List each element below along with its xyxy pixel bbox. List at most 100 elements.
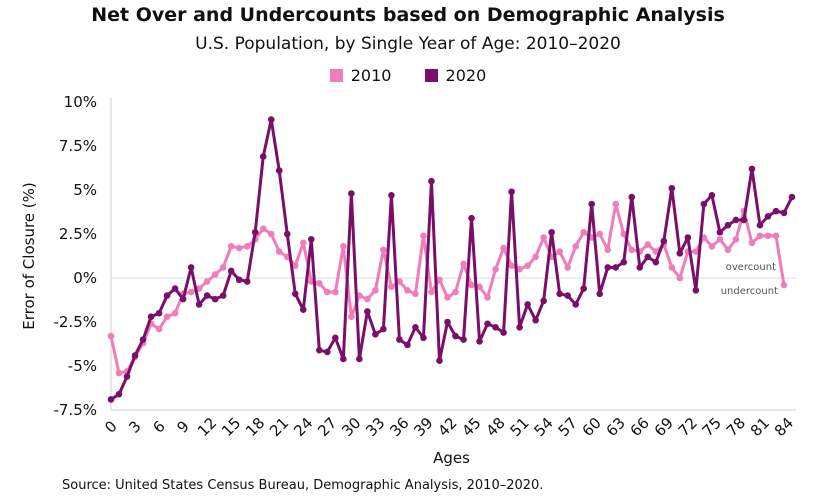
data-point-2010 bbox=[676, 274, 684, 282]
x-tick-label: 57 bbox=[555, 414, 581, 440]
data-point-2010 bbox=[155, 325, 163, 333]
data-point-2020 bbox=[444, 318, 451, 326]
data-point-2020 bbox=[187, 264, 195, 271]
data-point-2010 bbox=[372, 287, 379, 294]
data-point-2020 bbox=[588, 200, 596, 208]
data-point-2020 bbox=[267, 116, 275, 123]
data-point-2020 bbox=[636, 264, 644, 271]
data-point-2020 bbox=[492, 323, 499, 331]
data-point-2010 bbox=[572, 243, 579, 250]
data-point-2010 bbox=[508, 262, 515, 269]
legend-label-2010: 2010 bbox=[350, 66, 392, 85]
data-point-2010 bbox=[516, 265, 523, 273]
data-point-2020 bbox=[211, 295, 219, 303]
legend-label-2020: 2020 bbox=[445, 66, 487, 85]
data-point-2010 bbox=[780, 281, 788, 289]
data-point-2020 bbox=[684, 234, 692, 241]
data-point-2020 bbox=[508, 188, 515, 196]
chart-title: Net Over and Undercounts based on Demogr… bbox=[91, 4, 725, 26]
data-point-2020 bbox=[179, 295, 187, 303]
data-point-2020 bbox=[580, 285, 587, 292]
undercount-label: undercount bbox=[721, 286, 778, 297]
data-point-2020 bbox=[652, 258, 660, 266]
data-point-2010 bbox=[340, 243, 347, 250]
x-tick-label: 24 bbox=[290, 414, 316, 440]
x-tick-label: 75 bbox=[699, 414, 725, 440]
data-point-2020 bbox=[107, 396, 115, 403]
data-point-2010 bbox=[532, 253, 539, 261]
x-tick-label: 12 bbox=[194, 414, 220, 440]
data-point-2020 bbox=[500, 329, 507, 336]
data-point-2010 bbox=[243, 243, 251, 250]
data-point-2020 bbox=[139, 336, 147, 343]
x-tick-label: 78 bbox=[723, 414, 749, 440]
x-tick-label: 39 bbox=[410, 414, 436, 440]
data-point-2010 bbox=[564, 264, 571, 271]
data-point-2020 bbox=[388, 191, 395, 199]
legend-swatch-2010 bbox=[329, 69, 343, 82]
data-point-2020 bbox=[772, 207, 780, 215]
data-point-2020 bbox=[195, 301, 203, 308]
data-point-2010 bbox=[604, 246, 612, 254]
data-point-2020 bbox=[604, 264, 612, 271]
data-point-2010 bbox=[163, 313, 171, 321]
data-point-2020 bbox=[700, 200, 708, 208]
data-point-2020 bbox=[708, 191, 716, 199]
x-tick-label: 3 bbox=[125, 417, 144, 436]
y-tick-label: 0% bbox=[73, 269, 97, 287]
data-point-2010 bbox=[644, 241, 652, 248]
legend-item-2010: 2010 bbox=[329, 66, 392, 85]
data-point-2010 bbox=[764, 232, 772, 240]
data-point-2010 bbox=[724, 246, 732, 254]
x-tick-label: 21 bbox=[266, 414, 292, 440]
data-point-2020 bbox=[748, 165, 756, 173]
data-point-2020 bbox=[155, 309, 163, 317]
y-tick-label: 2.5% bbox=[59, 225, 97, 243]
y-axis-title: Error of Closure (%) bbox=[20, 182, 38, 330]
data-point-2010 bbox=[756, 232, 764, 240]
data-point-2020 bbox=[291, 290, 299, 298]
data-point-2020 bbox=[171, 285, 179, 292]
y-tick-label: 5% bbox=[73, 181, 97, 199]
data-point-2010 bbox=[235, 244, 243, 252]
x-tick-label: 18 bbox=[242, 414, 268, 440]
data-point-2020 bbox=[275, 167, 283, 174]
series-line-2020 bbox=[110, 118, 794, 401]
x-tick-label: 51 bbox=[506, 414, 532, 440]
data-point-2010 bbox=[364, 295, 371, 303]
x-axis-title: Ages bbox=[433, 449, 470, 467]
data-point-2010 bbox=[500, 244, 507, 252]
data-point-2020 bbox=[324, 348, 331, 356]
data-point-2010 bbox=[420, 232, 427, 240]
data-point-2020 bbox=[644, 253, 652, 261]
data-point-2020 bbox=[676, 250, 684, 257]
data-point-2020 bbox=[740, 216, 748, 224]
data-point-2020 bbox=[356, 355, 363, 363]
data-point-2020 bbox=[532, 316, 539, 324]
x-tick-label: 0 bbox=[101, 417, 120, 436]
x-tick-label: 81 bbox=[747, 414, 773, 440]
data-point-2010 bbox=[324, 288, 331, 296]
data-point-2020 bbox=[364, 308, 371, 315]
data-point-2010 bbox=[107, 332, 115, 340]
data-point-2010 bbox=[708, 243, 716, 250]
source-note: Source: United States Census Bureau, Dem… bbox=[62, 478, 544, 493]
data-point-2020 bbox=[307, 235, 315, 243]
data-point-2020 bbox=[147, 313, 155, 321]
data-point-2010 bbox=[460, 260, 467, 268]
data-point-2020 bbox=[516, 323, 523, 331]
data-point-2010 bbox=[219, 264, 227, 271]
data-point-2020 bbox=[668, 184, 676, 192]
data-point-2010 bbox=[412, 290, 419, 298]
data-point-2010 bbox=[316, 279, 323, 287]
data-point-2010 bbox=[203, 278, 211, 285]
data-point-2010 bbox=[444, 294, 451, 301]
y-tick-label: -7.5% bbox=[53, 401, 97, 419]
data-point-2020 bbox=[612, 264, 620, 271]
data-point-2020 bbox=[556, 290, 563, 298]
data-point-2020 bbox=[460, 336, 467, 343]
data-point-2010 bbox=[187, 288, 195, 296]
data-point-2020 bbox=[283, 230, 291, 238]
data-point-2020 bbox=[724, 221, 732, 229]
